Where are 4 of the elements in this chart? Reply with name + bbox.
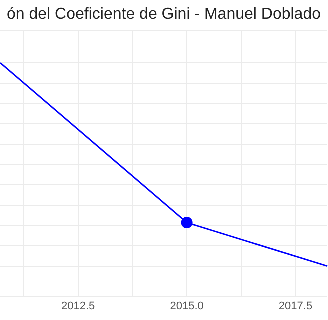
x-tick-label: 2012.5: [62, 300, 96, 312]
x-tick-label: 2017.5: [278, 300, 313, 312]
x-tick-label: 2015.0: [170, 300, 204, 312]
chart-title: ón del Coeficiente de Gini - Manuel Doblado: [6, 5, 322, 24]
